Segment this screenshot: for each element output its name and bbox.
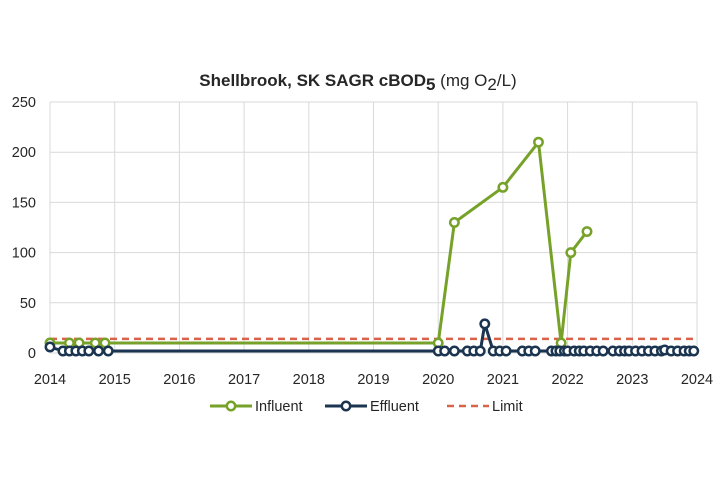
x-tick-label: 2020 xyxy=(422,372,454,388)
data-point-influent xyxy=(497,181,509,193)
series-influent xyxy=(44,136,593,349)
data-point-influent xyxy=(533,136,544,148)
data-point-influent xyxy=(581,226,593,237)
series-effluent xyxy=(44,318,700,357)
chart-title: Shellbrook, SK SAGR cBOD5 (mg O2/L) xyxy=(199,71,516,94)
data-point-effluent xyxy=(439,345,451,357)
x-tick-label: 2017 xyxy=(228,372,260,388)
plot-area xyxy=(44,136,700,357)
y-tick-label: 100 xyxy=(12,246,36,262)
data-point-effluent xyxy=(448,345,460,357)
y-tick-label: 250 xyxy=(12,95,36,111)
x-tick-label: 2024 xyxy=(681,372,713,388)
chart-title-unit-close: /L) xyxy=(497,71,517,90)
legend-marker-influent xyxy=(225,400,237,412)
data-point-effluent xyxy=(688,345,700,357)
grid xyxy=(49,101,698,354)
series-line-influent xyxy=(50,140,589,345)
legend-label-effluent: Effluent xyxy=(370,399,419,415)
data-point-effluent xyxy=(500,345,512,357)
legend-label-limit: Limit xyxy=(492,399,523,415)
legend: Influent Effluent Limit xyxy=(210,399,523,415)
data-point-effluent xyxy=(83,345,95,357)
y-axis: 0 50 100 150 200 250 xyxy=(12,95,36,362)
data-point-influent xyxy=(448,217,460,228)
x-tick-label: 2023 xyxy=(616,372,648,388)
data-point-influent xyxy=(565,247,577,259)
data-point-effluent xyxy=(93,345,104,357)
x-tick-label: 2019 xyxy=(357,372,389,388)
data-point-effluent xyxy=(44,341,56,353)
y-tick-label: 50 xyxy=(20,296,36,312)
x-tick-label: 2018 xyxy=(293,372,325,388)
chart-title-subscript-5: 5 xyxy=(426,75,435,94)
legend-label-influent: Influent xyxy=(255,399,303,415)
legend-item-limit: Limit xyxy=(447,399,523,415)
chart-title-subscript-2: 2 xyxy=(487,75,496,94)
data-point-effluent xyxy=(479,318,491,330)
x-tick-label: 2015 xyxy=(99,372,131,388)
y-tick-label: 200 xyxy=(12,145,36,161)
x-axis: 2014 2015 2016 2017 2018 2019 2020 2021 2022 2023… xyxy=(34,372,713,388)
x-tick-label: 2014 xyxy=(34,372,66,388)
legend-item-influent: Influent xyxy=(210,399,303,415)
x-tick-label: 2022 xyxy=(551,372,583,388)
y-tick-label: 0 xyxy=(28,346,36,362)
chart-title-unit-open: (mg O xyxy=(435,71,487,90)
data-point-effluent xyxy=(474,345,486,357)
data-point-effluent xyxy=(529,345,541,357)
x-tick-label: 2021 xyxy=(487,372,519,388)
legend-item-effluent: Effluent xyxy=(325,399,419,415)
legend-marker-effluent xyxy=(340,400,352,412)
data-point-effluent xyxy=(597,345,609,357)
x-tick-label: 2016 xyxy=(163,372,195,388)
data-point-effluent xyxy=(102,345,114,357)
chart-title-main: Shellbrook, SK SAGR cBOD xyxy=(199,71,426,90)
y-tick-label: 150 xyxy=(12,195,36,211)
